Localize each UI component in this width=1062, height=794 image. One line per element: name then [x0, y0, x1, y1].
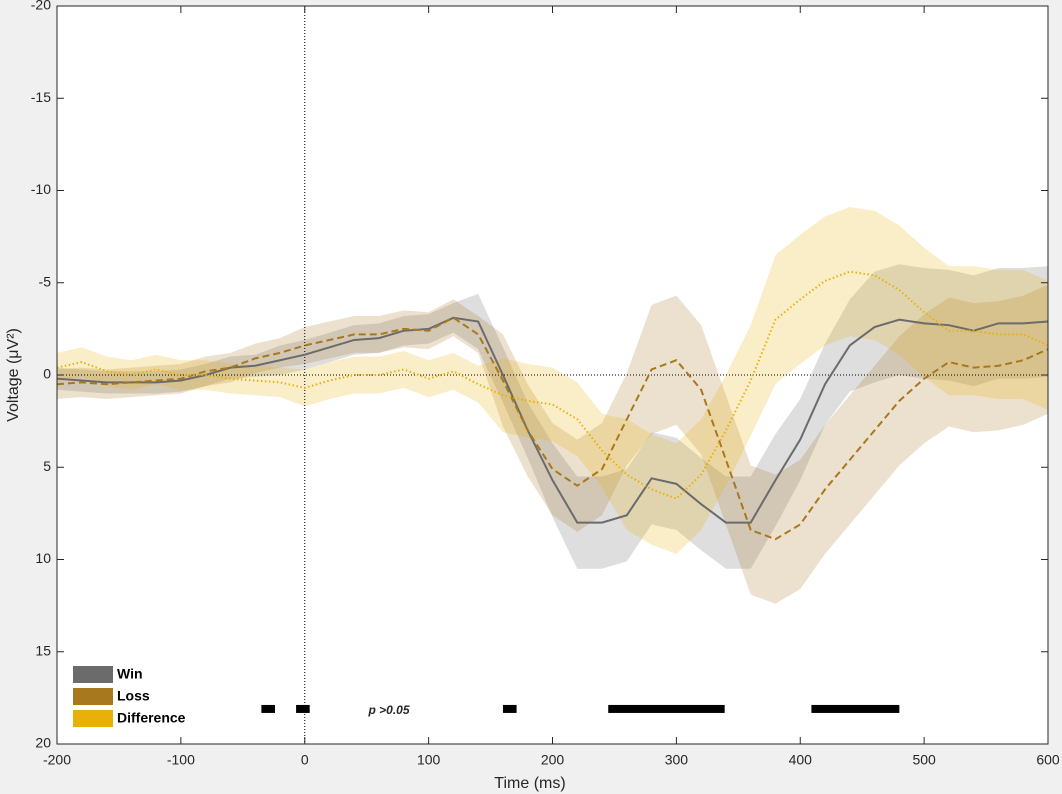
- legend-swatch: [73, 666, 113, 683]
- legend-swatch: [73, 710, 113, 727]
- y-tick-label: -15: [31, 89, 51, 105]
- confidence-band: [57, 207, 1048, 554]
- x-tick-label: -100: [167, 752, 195, 768]
- legend-label: Win: [117, 666, 143, 682]
- x-tick-label: 500: [912, 752, 936, 768]
- x-tick-label: 100: [417, 752, 441, 768]
- significance-bar: [811, 704, 900, 713]
- significance-bar: [608, 704, 725, 713]
- y-tick-label: -10: [31, 181, 51, 197]
- x-tick-label: 0: [301, 752, 309, 768]
- y-axis-title: Voltage (μV²): [5, 328, 22, 422]
- significance-bar: [261, 704, 276, 713]
- y-tick-label: 20: [35, 735, 51, 751]
- x-tick-label: -200: [43, 752, 71, 768]
- x-tick-label: 400: [789, 752, 813, 768]
- y-tick-label: 10: [35, 550, 51, 566]
- significance-bar: [296, 704, 310, 713]
- y-tick-label: 0: [43, 366, 51, 382]
- legend-swatch: [73, 688, 113, 705]
- annotation: p >0.05: [367, 703, 409, 717]
- significance-bar: [502, 704, 517, 713]
- y-tick-label: 15: [35, 642, 51, 658]
- x-tick-label: 200: [541, 752, 565, 768]
- confidence-band: [57, 264, 1048, 569]
- x-tick-label: 300: [665, 752, 689, 768]
- series-line: [56, 270, 1049, 500]
- x-axis-title: Time (ms): [494, 775, 565, 792]
- y-tick-label: -5: [39, 273, 52, 289]
- x-tick-label: 600: [1036, 752, 1060, 768]
- confidence-band: [57, 284, 1048, 604]
- series-line: [56, 316, 1049, 524]
- legend-label: Loss: [117, 688, 150, 704]
- y-tick-label: 5: [43, 458, 51, 474]
- y-tick-label: -20: [31, 0, 51, 13]
- series-line: [56, 316, 1049, 541]
- legend-label: Difference: [117, 710, 186, 726]
